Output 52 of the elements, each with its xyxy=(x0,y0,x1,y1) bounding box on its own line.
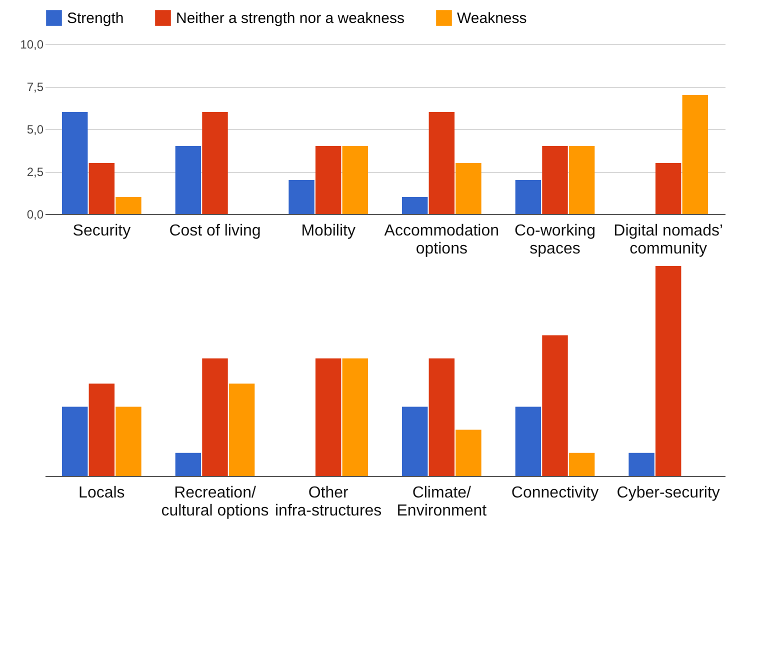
bar xyxy=(682,95,708,214)
bar xyxy=(428,358,455,476)
x-tick-label: Cost of living xyxy=(169,222,261,240)
bar xyxy=(202,112,228,214)
legend-label: Weakness xyxy=(457,10,527,27)
bar xyxy=(515,180,542,214)
x-tick-label: Recreation/ cultural options xyxy=(161,484,269,520)
bar xyxy=(88,384,115,476)
y-tick-label: 10,0 xyxy=(20,38,44,52)
legend-label: Neither a strength nor a weakness xyxy=(176,10,404,27)
x-tick-label: Co-working spaces xyxy=(514,222,596,258)
legend-label: Strength xyxy=(67,10,124,27)
bar xyxy=(342,358,368,476)
x-tick-label: Other infra-structures xyxy=(274,484,382,520)
x-tick-label: Mobility xyxy=(301,222,356,240)
bar xyxy=(116,197,142,214)
bar xyxy=(628,452,654,476)
bar xyxy=(116,406,142,476)
bar xyxy=(402,197,428,214)
bar xyxy=(402,406,428,476)
bar xyxy=(175,452,202,476)
bar xyxy=(655,163,682,214)
bar xyxy=(342,146,368,214)
x-tick-label: Locals xyxy=(78,484,125,502)
bar xyxy=(456,163,482,214)
bar xyxy=(568,452,595,476)
bar xyxy=(288,180,314,214)
x-tick-label: Security xyxy=(72,222,131,240)
x-tick-label: Accommodation options xyxy=(384,222,500,258)
bar xyxy=(88,163,115,214)
bar xyxy=(315,146,342,214)
x-tick-label: Climate/ Environment xyxy=(396,484,488,520)
bar xyxy=(568,146,595,214)
x-tick-label: Cyber-security xyxy=(616,484,720,502)
bar xyxy=(456,430,482,476)
bar xyxy=(202,358,228,476)
bar xyxy=(175,146,202,214)
bar xyxy=(62,406,88,476)
bar xyxy=(228,384,255,476)
bar xyxy=(515,406,542,476)
bar xyxy=(542,335,568,476)
bar xyxy=(428,112,455,214)
bar xyxy=(655,266,682,476)
y-tick-label: 0,0 xyxy=(26,208,44,222)
bar xyxy=(315,358,342,476)
x-tick-label: Connectivity xyxy=(511,484,599,502)
bar xyxy=(62,112,88,214)
y-tick-label: 2,5 xyxy=(26,165,44,179)
y-tick-label: 5,0 xyxy=(26,122,44,136)
bar xyxy=(542,146,568,214)
y-tick-label: 7,5 xyxy=(26,80,44,94)
x-tick-label: Digital nomads’ community xyxy=(614,222,724,258)
